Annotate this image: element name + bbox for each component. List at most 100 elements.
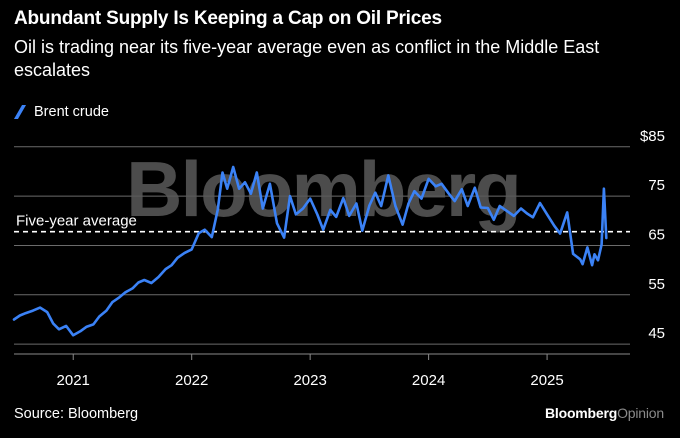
- data-point: [473, 186, 476, 189]
- data-point: [532, 216, 534, 219]
- data-point: [566, 211, 569, 214]
- data-point: [586, 246, 589, 249]
- data-point: [447, 192, 450, 195]
- data-point: [111, 301, 114, 304]
- data-point: [124, 291, 127, 294]
- x-tick-label-2024: 2024: [412, 372, 445, 389]
- brand-logo: BloombergOpinion: [545, 405, 664, 421]
- data-point: [118, 296, 121, 299]
- series-layer: [12, 165, 608, 337]
- data-point: [591, 264, 593, 267]
- data-point: [19, 314, 21, 317]
- x-tick-label-2022: 2022: [175, 372, 208, 389]
- data-point: [460, 188, 463, 191]
- legend-label: Brent crude: [34, 104, 109, 120]
- data-point: [434, 185, 437, 188]
- data-point: [52, 322, 54, 325]
- data-point: [190, 248, 193, 251]
- data-point: [289, 195, 291, 198]
- x-tick-label-2025: 2025: [530, 372, 563, 389]
- data-point: [316, 213, 319, 216]
- x-tick-label-2023: 2023: [293, 372, 326, 389]
- data-point: [605, 237, 608, 240]
- data-point: [520, 207, 522, 210]
- data-point: [255, 171, 258, 174]
- data-point: [85, 326, 88, 328]
- data-point: [150, 282, 153, 284]
- data-point: [322, 228, 325, 231]
- brand-suffix: Opinion: [617, 405, 664, 421]
- data-point: [46, 311, 49, 313]
- chart-title: Abundant Supply Is Keeping a Cap on Oil …: [14, 8, 442, 29]
- data-point: [546, 213, 548, 216]
- data-point: [164, 268, 167, 270]
- data-point: [283, 236, 285, 239]
- source-note: Source: Bloomberg: [14, 406, 139, 422]
- data-point: [505, 210, 508, 212]
- brand-main: Bloomberg: [545, 405, 618, 421]
- data-point: [170, 264, 173, 267]
- data-point: [380, 205, 383, 207]
- data-point: [302, 207, 304, 210]
- data-point: [401, 223, 404, 226]
- data-point: [143, 279, 146, 281]
- chart-subtitle: Oil is trading near its five-year averag…: [14, 37, 600, 80]
- data-point: [32, 309, 34, 312]
- data-point: [157, 276, 160, 278]
- data-point: [13, 318, 15, 321]
- data-point: [348, 215, 351, 217]
- data-point: [361, 229, 364, 232]
- data-point: [183, 252, 186, 254]
- data-point: [98, 315, 101, 318]
- data-point: [197, 232, 200, 235]
- grid-layer: [14, 146, 630, 345]
- data-point: [394, 205, 397, 207]
- data-point: [176, 256, 179, 259]
- data-point: [72, 334, 75, 337]
- x-tick-label-2021: 2021: [57, 372, 90, 389]
- data-point: [65, 325, 67, 327]
- data-point: [387, 174, 390, 177]
- data-point: [539, 202, 541, 204]
- data-point: [309, 197, 312, 200]
- data-point: [137, 281, 140, 284]
- data-point: [24, 312, 27, 314]
- y-tick-label-75: 75: [648, 177, 665, 194]
- data-point: [261, 207, 264, 210]
- data-point: [579, 258, 582, 261]
- data-point: [131, 287, 134, 290]
- data-point: [593, 253, 596, 256]
- reference-layer: Five-year average: [14, 213, 630, 233]
- data-point: [232, 166, 235, 168]
- y-tick-label-55: 55: [648, 276, 665, 293]
- data-point: [329, 209, 332, 211]
- data-point: [479, 206, 482, 209]
- data-point: [355, 202, 358, 205]
- data-point: [486, 207, 489, 209]
- data-point: [374, 191, 377, 194]
- data-point: [597, 259, 599, 262]
- data-point: [92, 323, 95, 326]
- y-tick-label-85: $85: [640, 128, 665, 145]
- data-point: [335, 216, 338, 218]
- data-point: [295, 213, 297, 216]
- data-point: [413, 190, 416, 193]
- data-point: [420, 197, 423, 200]
- data-point: [572, 253, 574, 255]
- data-point: [276, 222, 278, 225]
- data-point: [342, 197, 345, 200]
- data-point: [221, 171, 224, 174]
- data-point: [603, 187, 605, 190]
- data-point: [244, 181, 246, 184]
- reference-line-label: Five-year average: [16, 213, 137, 230]
- data-point: [226, 187, 229, 190]
- y-tick-label-45: 45: [648, 325, 665, 342]
- data-point: [526, 212, 528, 215]
- series-line-brent-crude: [12, 165, 608, 337]
- data-point: [238, 187, 241, 190]
- axis-layer: 45 55 65 75 $85 2021 2022 2023 2024 2025: [14, 128, 665, 389]
- data-point: [440, 182, 443, 185]
- data-point: [216, 208, 219, 211]
- legend: Brent crude: [13, 104, 109, 120]
